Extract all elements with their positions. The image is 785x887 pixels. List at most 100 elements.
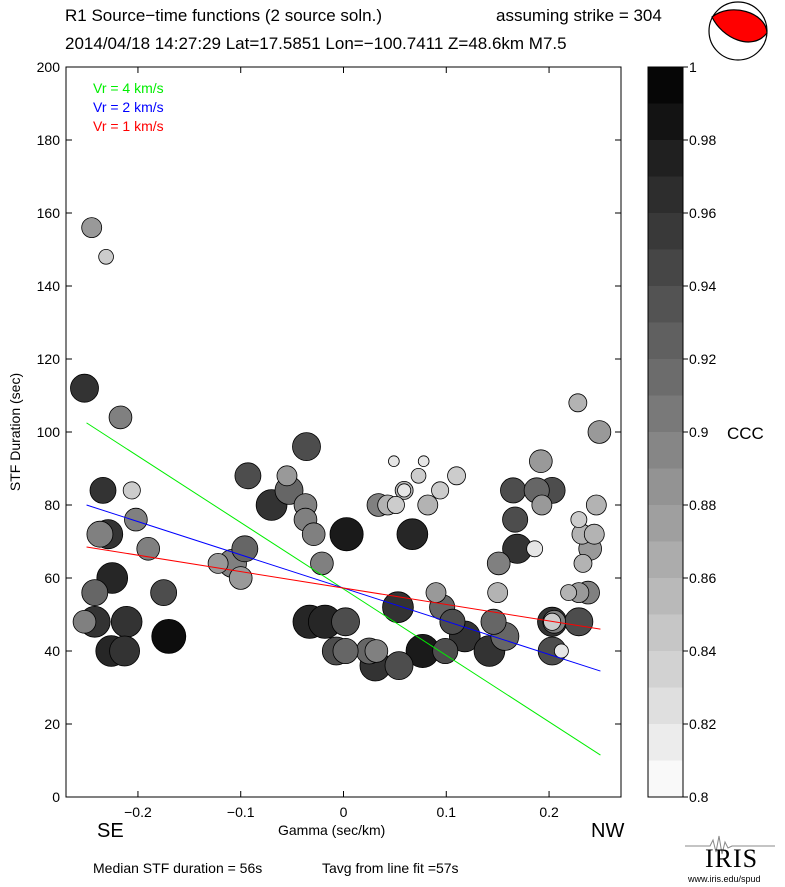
data-point (207, 553, 229, 574)
beachball-compression-lobe (711, 9, 768, 43)
data-point (386, 495, 405, 514)
colorbar-band (648, 395, 683, 432)
data-point (573, 554, 593, 573)
legend-entry: Vr = 2 km/s (93, 99, 164, 115)
colorbar-band (648, 724, 683, 761)
event-info: 2014/04/18 14:27:29 Lat=17.5851 Lon=−100… (65, 34, 567, 53)
colorbar-band (648, 614, 683, 651)
colorbar-tick-label: 0.92 (689, 351, 716, 367)
direction-nw-label: NW (591, 820, 625, 842)
data-point (382, 591, 414, 623)
y-tick-label: 160 (37, 205, 61, 221)
colorbar-band (648, 432, 683, 469)
data-point (585, 494, 607, 516)
data-point (480, 608, 507, 635)
data-point (122, 481, 141, 500)
data-point (487, 582, 509, 603)
colorbar-tick-label: 0.86 (689, 570, 716, 586)
colorbar-band (648, 140, 683, 177)
x-axis-label: Gamma (sec/km) (278, 822, 386, 838)
colorbar-band (648, 505, 683, 542)
colorbar-label: CCC (727, 424, 764, 443)
x-tick-label: −0.2 (124, 804, 152, 820)
data-point (587, 420, 612, 444)
focal-mechanism-icon (708, 1, 768, 61)
plot-frame (65, 66, 622, 798)
y-tick-label: 100 (37, 424, 61, 440)
y-tick-label: 40 (44, 643, 60, 659)
data-point (583, 523, 605, 545)
data-point (331, 607, 360, 637)
data-point (500, 477, 527, 504)
y-axis-label: STF Duration (sec) (7, 373, 23, 491)
colorbar-tick-label: 0.98 (689, 132, 716, 148)
data-point (439, 608, 466, 635)
data-point (109, 635, 140, 667)
y-tick-label: 60 (44, 570, 60, 586)
data-point (564, 607, 594, 637)
data-point (89, 476, 117, 504)
data-point (231, 535, 259, 563)
data-point (329, 517, 364, 552)
colorbar-band (648, 651, 683, 688)
data-point (526, 540, 544, 558)
data-point (502, 506, 529, 533)
colorbar-band (648, 760, 683, 797)
data-point (332, 638, 359, 665)
data-point (81, 579, 109, 606)
x-tick-label: 0.1 (437, 804, 457, 820)
data-point (86, 520, 114, 548)
colorbar-tick-label: 0.96 (689, 205, 716, 221)
colorbar-band (648, 67, 683, 104)
colorbar-tick-label: 1 (689, 59, 697, 75)
data-point (98, 248, 114, 265)
colorbar-tick-label: 0.9 (689, 424, 709, 440)
colorbar-band (648, 687, 683, 724)
data-point (388, 455, 400, 468)
data-point (410, 467, 427, 484)
data-point (276, 465, 298, 487)
fit-lines (86, 422, 601, 756)
strike-label: assuming strike = 304 (496, 6, 662, 25)
data-point (417, 494, 439, 516)
data-point (234, 462, 262, 490)
data-point (292, 432, 321, 462)
data-point (417, 455, 430, 468)
data-point (529, 449, 553, 474)
direction-se-label: SE (97, 820, 124, 842)
data-point (81, 217, 103, 239)
data-point (531, 494, 553, 516)
iris-url: www.iris.edu/spud (688, 874, 761, 884)
data-point (553, 643, 569, 659)
data-point (310, 551, 334, 576)
fit-line (86, 422, 601, 756)
fit-line (86, 546, 601, 630)
colorbar-band (648, 176, 683, 213)
x-tick-label: 0 (340, 804, 348, 820)
data-point (110, 605, 143, 638)
y-tick-label: 140 (37, 278, 61, 294)
y-tick-label: 80 (44, 497, 60, 513)
colorbar-tick-label: 0.82 (689, 716, 716, 732)
median-stf-text: Median STF duration = 56s (93, 860, 263, 876)
data-point (108, 405, 133, 430)
legend-entry: Vr = 1 km/s (93, 118, 164, 134)
data-point (431, 481, 450, 500)
colorbar-band (648, 322, 683, 359)
data-point (560, 584, 577, 601)
data-point (151, 619, 187, 654)
colorbar-band (648, 213, 683, 250)
y-tick-label: 120 (37, 351, 61, 367)
colorbar-band (648, 468, 683, 505)
data-point (425, 582, 447, 603)
colorbar-band (648, 541, 683, 578)
data-point (136, 536, 161, 561)
data-points (70, 217, 612, 682)
data-point (384, 651, 414, 680)
colorbar-tick-label: 0.94 (689, 278, 716, 294)
data-point (570, 511, 588, 528)
legend: Vr = 4 km/s Vr = 2 km/s Vr = 1 km/s (93, 80, 164, 134)
colorbar-band (648, 578, 683, 615)
colorbar-band (648, 103, 683, 140)
